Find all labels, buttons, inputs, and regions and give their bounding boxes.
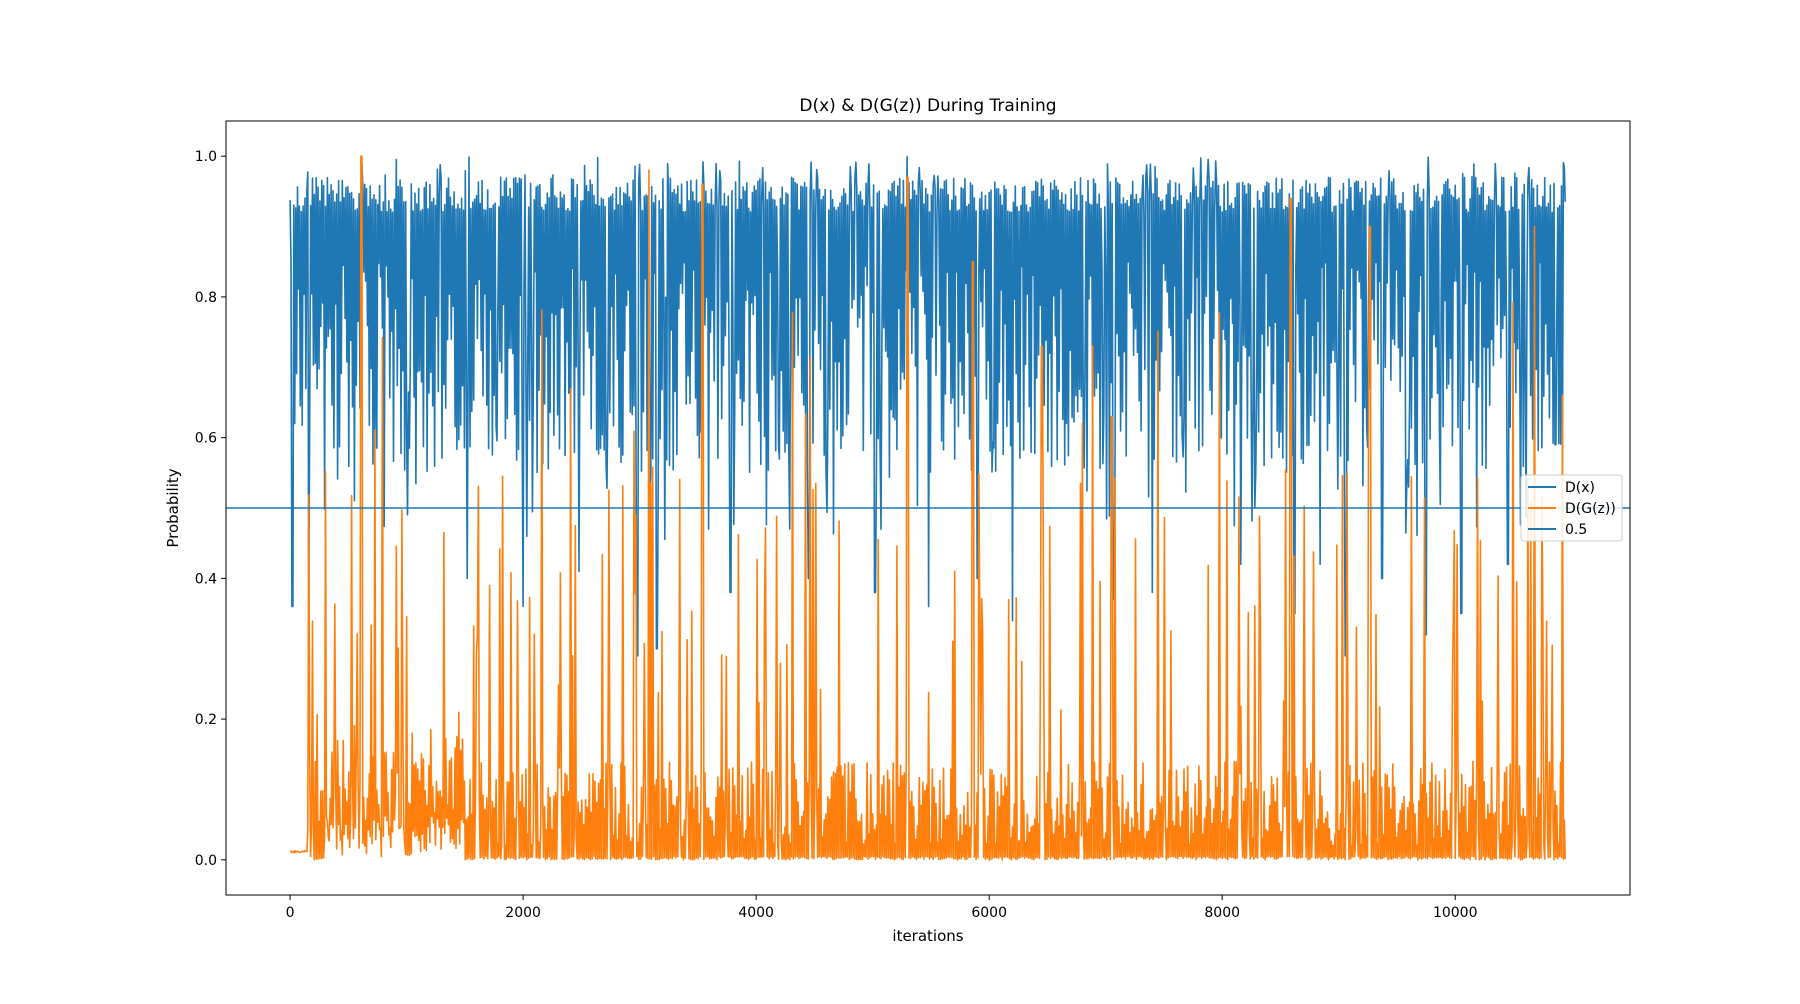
y-tick-label: 0.8 [195, 290, 217, 306]
legend-label: D(x) [1565, 480, 1595, 496]
x-tick-label: 8000 [1204, 905, 1240, 921]
y-axis-label: Probability [164, 468, 182, 547]
y-tick-label: 0.6 [195, 431, 217, 447]
legend: D(x) D(G(z)) 0.5 [1520, 474, 1623, 542]
y-tick-label: 0.0 [195, 853, 217, 869]
x-tick-label: 0 [286, 905, 295, 921]
y-tick-label: 1.0 [195, 149, 217, 165]
legend-label: 0.5 [1565, 522, 1587, 538]
x-tick-label: 6000 [971, 905, 1007, 921]
x-tick-label: 4000 [738, 905, 774, 921]
x-axis: 0 2000 4000 6000 8000 10000 [286, 895, 1478, 921]
legend-box [1520, 474, 1623, 542]
series-layer [226, 155, 1630, 861]
x-axis-label: iterations [892, 927, 963, 945]
series-line-D(x) [289, 155, 1566, 657]
chart-title: D(x) & D(G(z)) During Training [799, 96, 1056, 116]
legend-label: D(G(z)) [1565, 501, 1616, 517]
plot-frame [225, 120, 1631, 896]
y-tick-label: 0.2 [195, 712, 217, 728]
series-line-D(G(z)) [289, 155, 1566, 861]
y-tick-label: 0.4 [195, 571, 217, 587]
x-tick-label: 2000 [505, 905, 541, 921]
x-tick-label: 10000 [1433, 905, 1478, 921]
y-axis: 0.0 0.2 0.4 0.6 0.8 1.0 [195, 149, 226, 869]
